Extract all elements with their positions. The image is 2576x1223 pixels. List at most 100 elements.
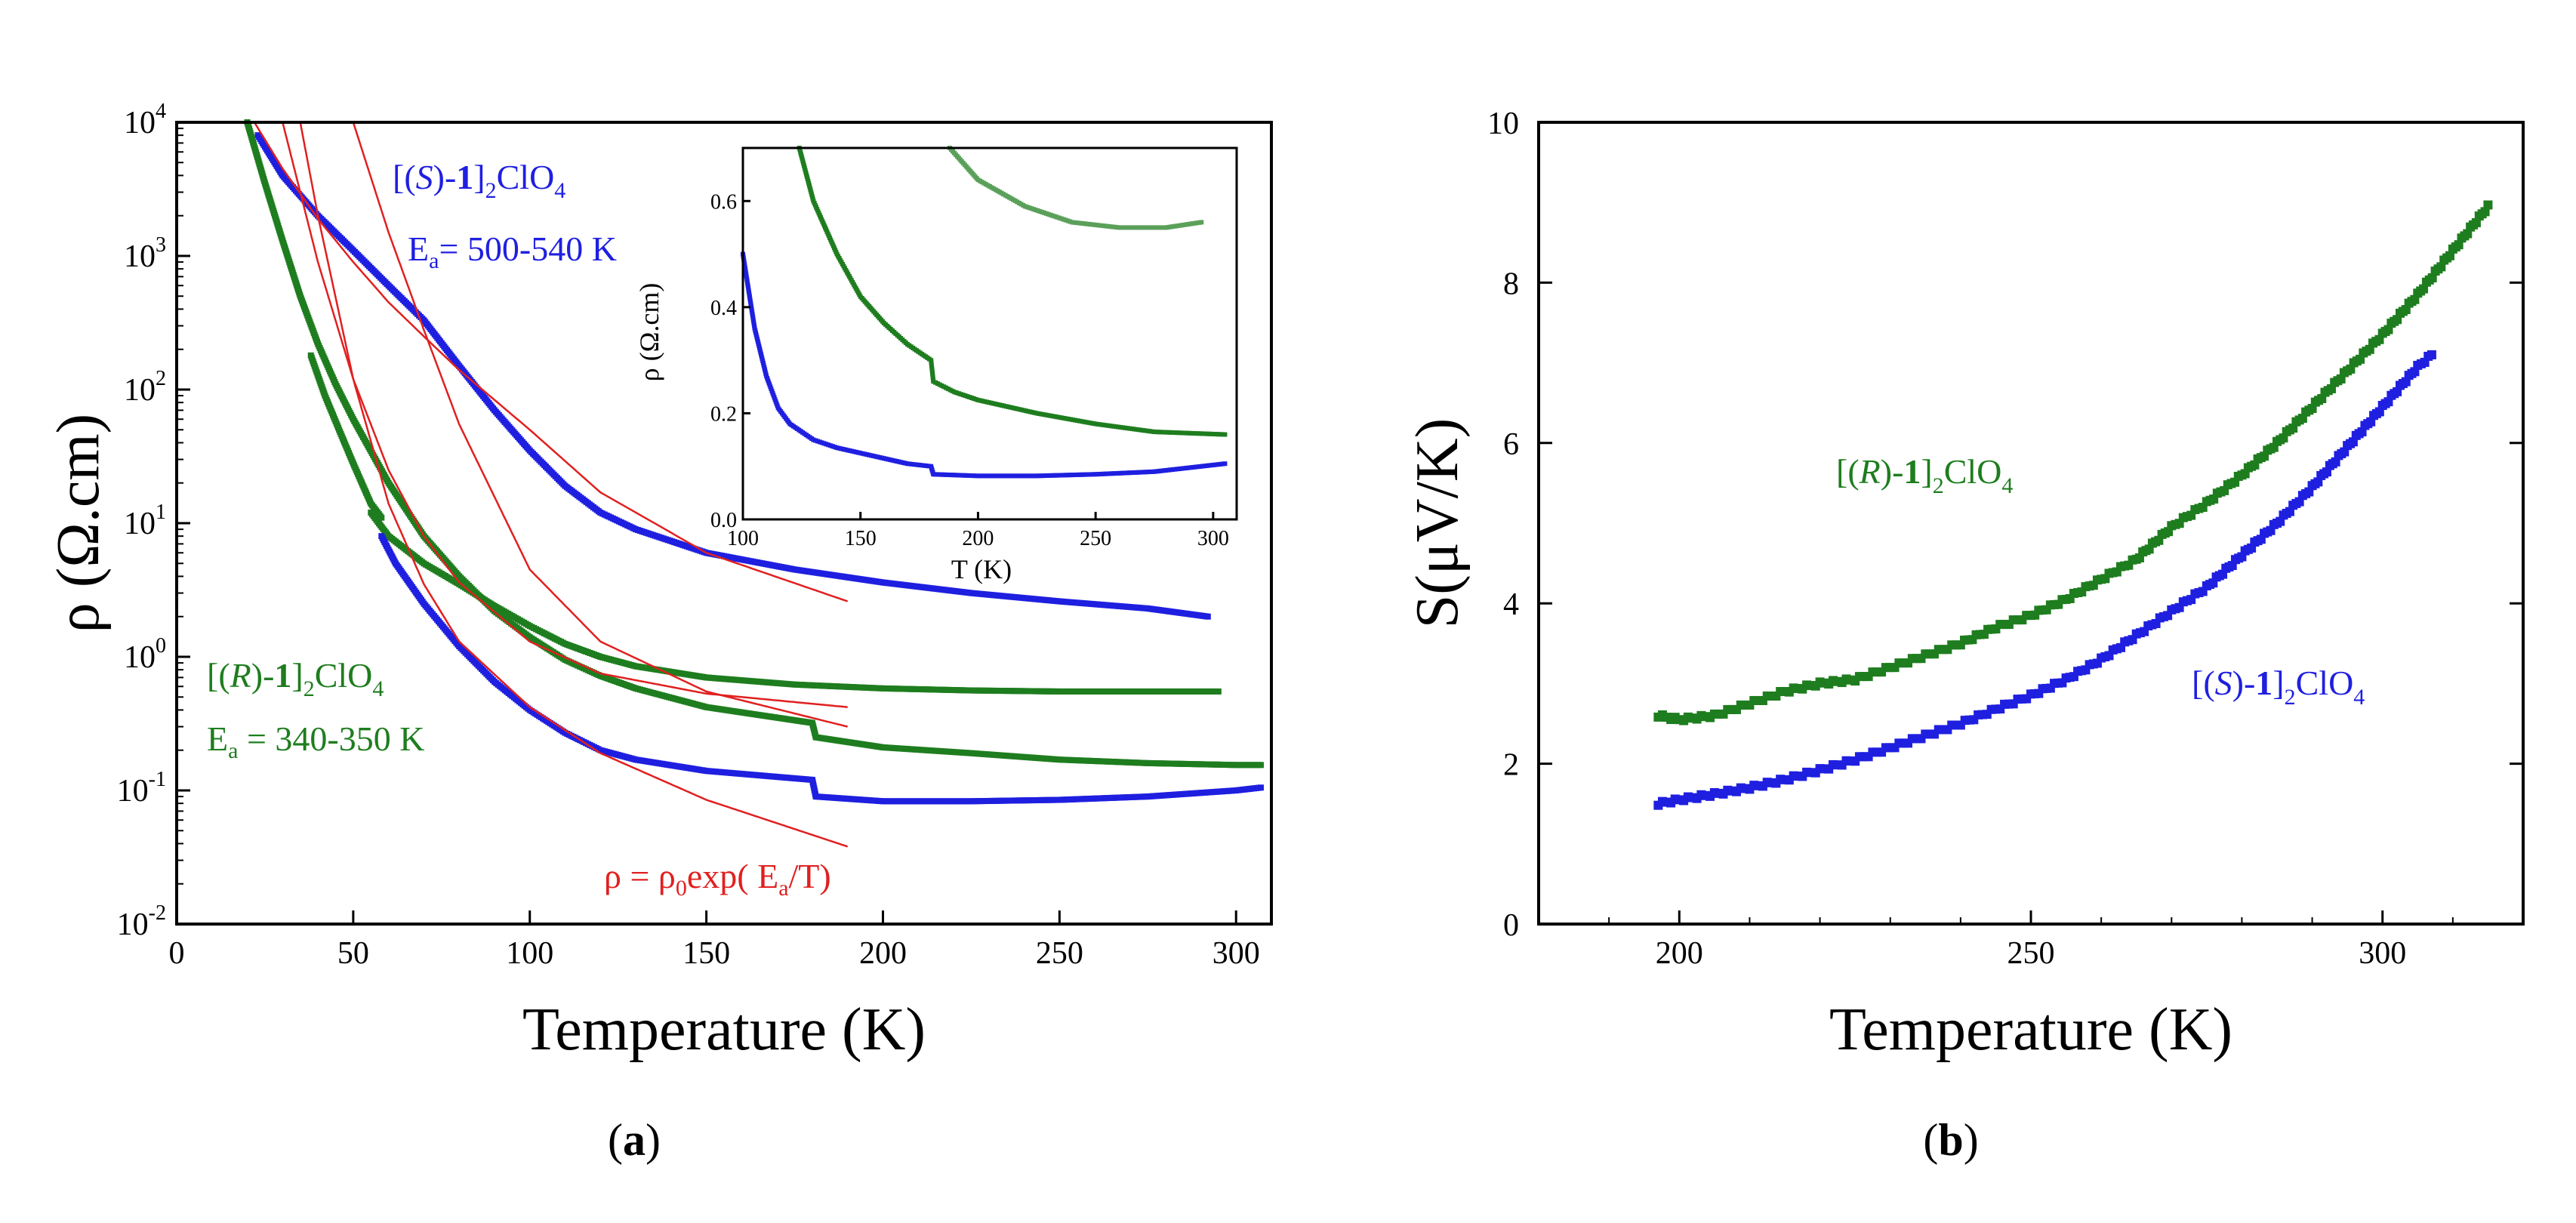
- y-tick-label: 101: [124, 501, 166, 541]
- inset-data-point: [1163, 430, 1169, 435]
- inset-data-point: [1197, 431, 1203, 436]
- inset-data-point: [1222, 461, 1228, 467]
- inset-y-ticks: 0.0 0.2 0.4 0.6: [710, 190, 750, 532]
- panel-b-label: (b): [1923, 1115, 1978, 1165]
- inset-data-point: [929, 360, 934, 365]
- fit-curve-0: [253, 122, 849, 602]
- panel-a-x-axis-title: Temperature (K): [522, 997, 926, 1063]
- inset-series-0: [948, 146, 1204, 230]
- inset-background: [698, 139, 1240, 524]
- inset-data-point: [1213, 462, 1219, 467]
- inset-data-point: [1188, 430, 1194, 436]
- inset-x-tick-label: 300: [1197, 527, 1229, 550]
- inset-data-point: [917, 462, 922, 467]
- inset-series-1: [797, 146, 1228, 437]
- inset-data-point: [1172, 467, 1178, 472]
- inset-y-tick-label: 0.0: [710, 509, 737, 532]
- inset-y-tick-label: 0.4: [710, 297, 737, 320]
- panel-a-y-ticks: 10-2 10-1 100 101 102 103 104: [117, 100, 190, 942]
- y-tick-label: 10: [1487, 106, 1519, 141]
- inset-data-point: [1199, 220, 1204, 225]
- inset-data-point: [1222, 432, 1228, 437]
- inset-data-point: [1209, 431, 1214, 436]
- panel-b-x-axis-title: Temperature (K): [1829, 997, 2232, 1063]
- inset-data-point: [1195, 464, 1200, 470]
- inset-data-point: [1154, 469, 1160, 474]
- panel-b-y-ticks: 0 2 4 6 8 10: [1487, 106, 2523, 943]
- panel-b-x-ticks: 200 250 300: [1608, 910, 2454, 971]
- x-tick-label: 250: [2007, 936, 2055, 971]
- inset-x-tick-label: 250: [1080, 527, 1111, 550]
- inset-data-point: [1175, 467, 1180, 472]
- inset-data-point: [1157, 469, 1162, 474]
- inset-data-point: [1200, 464, 1205, 469]
- panel-a-r-compound-label: [(R)-1]2ClO4: [207, 656, 384, 701]
- x-tick-label: 300: [1213, 936, 1260, 971]
- inset-data-point: [1216, 462, 1221, 467]
- inset-data-point: [1204, 431, 1209, 436]
- inset-data-point: [1220, 432, 1225, 437]
- x-tick-label: 0: [169, 936, 185, 971]
- inset-data-point: [1188, 465, 1194, 470]
- inset-data-point: [1206, 431, 1212, 436]
- inset-data-point: [921, 463, 926, 468]
- panel-a-fit-formula: ρ = ρ0exp( Ea/T): [604, 857, 831, 901]
- panel-a-inset: 100 150 200 250 300 0.0 0.2 0.4 0.6 T (K) ρ (Ω.…: [634, 139, 1240, 584]
- fit-curve-1: [282, 122, 848, 708]
- inset-data-point: [907, 461, 913, 467]
- x-tick-label: 300: [2359, 936, 2406, 971]
- inset-data-point: [905, 461, 910, 467]
- inset-data-point: [1152, 469, 1157, 474]
- panel-b-y-axis-title: S(μV/K): [1404, 418, 1471, 628]
- series-3: [378, 533, 1264, 805]
- y-tick-label: 0: [1503, 908, 1519, 943]
- inset-x-tick-label: 150: [845, 527, 877, 550]
- inset-data-point: [1157, 430, 1162, 435]
- panel-b-chart: 200 250 300 0 2 4 6 8 10 Temperature (K) S(μV/K…: [1404, 106, 2525, 1165]
- y-tick-label: 8: [1503, 266, 1519, 301]
- inset-data-point: [1200, 431, 1205, 436]
- data-point: [1215, 688, 1222, 695]
- inset-data-point: [1202, 464, 1207, 469]
- inset-data-point: [919, 463, 924, 468]
- inset-data-point: [1191, 430, 1196, 436]
- series-1: [1653, 350, 2436, 810]
- panel-a-fits-layer: [253, 122, 849, 848]
- series-1: [368, 509, 1222, 695]
- inset-data-point: [929, 362, 934, 368]
- data-point: [1204, 613, 1211, 620]
- y-tick-label: 4: [1503, 587, 1519, 622]
- inset-data-point: [1184, 430, 1189, 436]
- panel-a-x-ticks: 0 50 100 150 200 250 300: [169, 910, 1260, 971]
- inset-data-point: [929, 369, 935, 374]
- inset-data-point: [1172, 430, 1178, 436]
- inset-data-point: [1191, 464, 1196, 470]
- fit-curve-3: [299, 122, 849, 848]
- inset-series-2: [741, 251, 1228, 479]
- y-tick-label: 104: [124, 100, 166, 140]
- inset-data-point: [1195, 431, 1200, 436]
- inset-data-point: [930, 374, 935, 380]
- series-4: [307, 352, 385, 521]
- inset-data-point: [914, 462, 920, 467]
- inset-data-point: [1204, 463, 1209, 468]
- inset-data-point: [1168, 467, 1173, 473]
- y-tick-label: 103: [124, 233, 166, 274]
- panel-a-series-layer: [244, 119, 1264, 805]
- data-point: [1257, 784, 1264, 791]
- series-0: [1653, 200, 2493, 725]
- inset-data-point: [923, 464, 929, 469]
- panel-a-chart: 0 50 100 150 200 250 300 10-210-11001011021031…: [45, 100, 1273, 1165]
- inset-data-point: [1202, 431, 1207, 436]
- inset-data-point: [1211, 431, 1216, 436]
- x-tick-label: 250: [1036, 936, 1083, 971]
- data-point: [378, 514, 385, 521]
- y-tick-label: 102: [124, 367, 166, 408]
- inset-data-point: [930, 377, 935, 382]
- inset-data-point: [1159, 468, 1164, 473]
- inset-data-point: [929, 367, 935, 372]
- y-tick-label: 10-1: [117, 768, 166, 809]
- inset-data-point: [1179, 430, 1185, 436]
- inset-data-point: [1211, 462, 1216, 467]
- data-point: [1257, 762, 1264, 769]
